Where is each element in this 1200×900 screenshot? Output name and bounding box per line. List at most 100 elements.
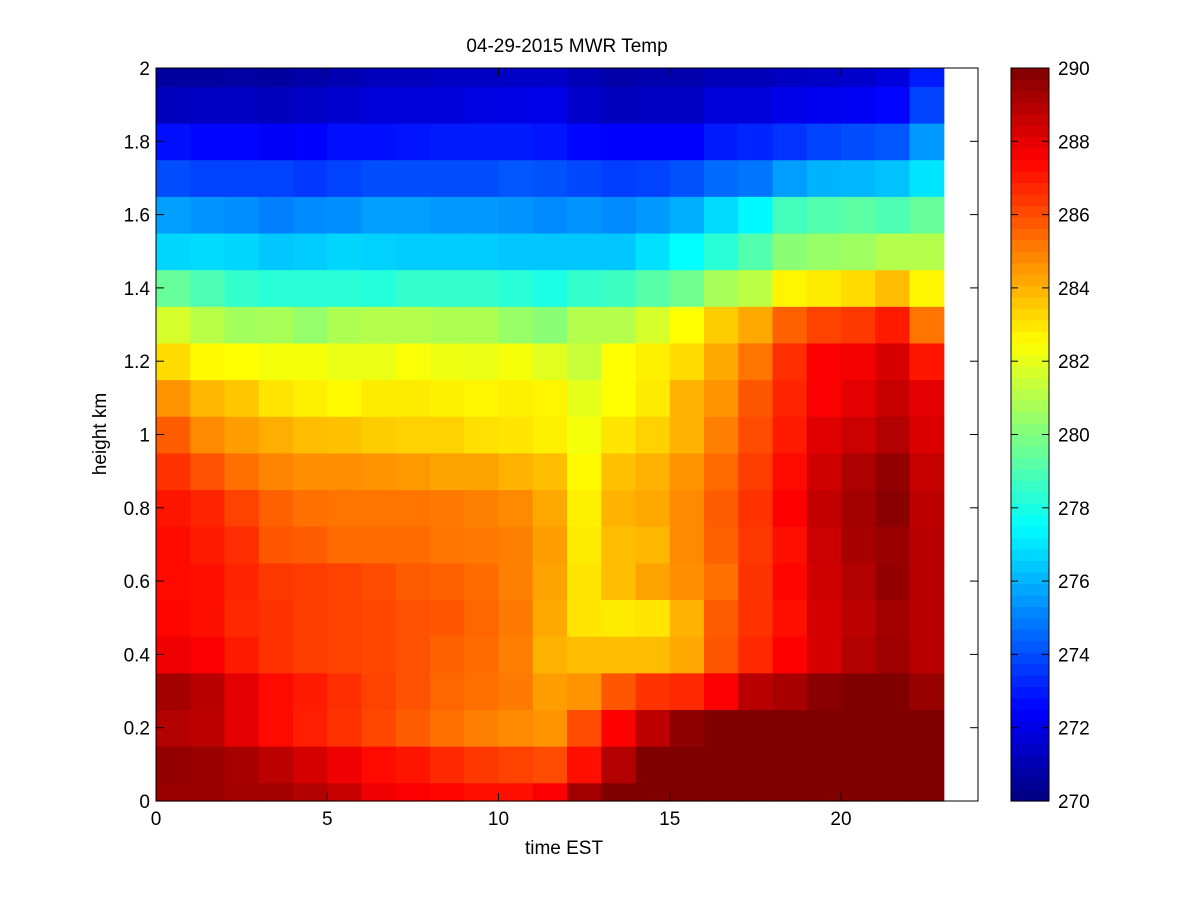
heatmap-cell: [224, 636, 260, 674]
heatmap-cell: [395, 159, 431, 197]
colorbar-segment: [1011, 68, 1049, 81]
heatmap-cell: [258, 709, 294, 747]
heatmap-cell: [567, 68, 602, 87]
colorbar-segment: [1011, 262, 1049, 275]
heatmap-cell: [395, 782, 431, 802]
heatmap-cell: [190, 232, 226, 271]
heatmap-cell: [258, 342, 294, 381]
colorbar-segment: [1011, 652, 1049, 665]
heatmap-cell: [772, 672, 808, 710]
heatmap-cell: [875, 672, 911, 710]
heatmap-cell: [361, 269, 397, 307]
heatmap-cell: [361, 562, 397, 601]
colorbar-segment: [1011, 228, 1049, 241]
heatmap-cell: [293, 196, 328, 234]
heatmap-cell: [567, 452, 602, 491]
heatmap-cell: [464, 159, 500, 197]
heatmap-cell: [190, 782, 226, 802]
heatmap-cell: [498, 599, 534, 637]
heatmap-cell: [361, 489, 397, 527]
heatmap-cell: [498, 232, 534, 271]
colorbar-segment: [1011, 434, 1049, 447]
colorbar-segment: [1011, 480, 1049, 493]
heatmap-cell: [669, 526, 705, 564]
heatmap-cell: [841, 196, 876, 234]
heatmap-cell: [601, 636, 637, 674]
colorbar-segment: [1011, 285, 1049, 298]
heatmap-cell: [567, 159, 602, 197]
colorbar-segment: [1011, 205, 1049, 218]
heatmap-cell: [293, 672, 328, 710]
heatmap-cell: [841, 562, 876, 601]
heatmap-cell: [806, 86, 842, 124]
heatmap-cell: [532, 416, 568, 454]
colorbar: 270 272 274 276 278 280 282 284 286 288 290: [1010, 59, 1090, 813]
heatmap-cell: [806, 196, 842, 234]
heatmap-cell: [430, 342, 465, 381]
heatmap-cell: [190, 68, 226, 87]
heatmap-cell: [464, 122, 500, 161]
colorbar-segment: [1011, 171, 1049, 184]
heatmap-cell: [738, 746, 774, 784]
heatmap-cell: [567, 379, 602, 417]
heatmap-cell: [841, 709, 876, 747]
heatmap-cell: [464, 746, 500, 784]
heatmap-cell: [875, 746, 911, 784]
heatmap-cell: [841, 782, 876, 802]
heatmap-cell: [498, 86, 534, 124]
heatmap-cell: [704, 342, 739, 381]
heatmap-cell: [327, 159, 363, 197]
heatmap-cell: [361, 342, 397, 381]
heatmap-cell: [841, 269, 876, 307]
heatmap-cell: [258, 379, 294, 417]
heatmap-cell: [772, 416, 808, 454]
colorbar-segment: [1011, 251, 1049, 264]
heatmap-cell: [190, 709, 226, 747]
colorbar-segment: [1011, 709, 1049, 722]
heatmap-cell: [738, 672, 774, 710]
heatmap-cell: [601, 306, 637, 344]
heatmap-cell: [806, 342, 842, 381]
heatmap-cell: [224, 232, 260, 271]
heatmap-cell: [567, 672, 602, 710]
heatmap-cell: [327, 122, 363, 161]
heatmap-cell: [601, 746, 637, 784]
heatmap-cell: [532, 746, 568, 784]
heatmap-cell: [909, 86, 945, 124]
heatmap-cell: [875, 562, 911, 601]
colorbar-segment: [1011, 423, 1049, 436]
heatmap-cell: [669, 159, 705, 197]
heatmap-cell: [601, 196, 637, 234]
heatmap-cell: [635, 452, 671, 491]
heatmap-cell: [361, 526, 397, 564]
heatmap-cell: [258, 562, 294, 601]
heatmap-cell: [669, 709, 705, 747]
colorbar-tick-label: 282: [1058, 352, 1090, 373]
colorbar-segment: [1011, 388, 1049, 401]
colorbar-tick-label: 286: [1058, 206, 1090, 227]
heatmap-cell: [669, 232, 705, 271]
heatmap-cell: [601, 599, 637, 637]
colorbar-segment: [1011, 468, 1049, 481]
heatmap-cell: [567, 746, 602, 784]
heatmap-cell: [635, 196, 671, 234]
heatmap-cell: [293, 306, 328, 344]
heatmap-cell: [841, 746, 876, 784]
heatmap-cell: [224, 489, 260, 527]
heatmap-cell: [532, 452, 568, 491]
heatmap-cell: [293, 342, 328, 381]
heatmap-cell: [875, 122, 911, 161]
heatmap-cell: [430, 416, 465, 454]
colorbar-segment: [1011, 445, 1049, 458]
heatmap-cell: [361, 232, 397, 271]
heatmap-cell: [532, 562, 568, 601]
colorbar-segment: [1011, 79, 1049, 92]
heatmap-cell: [704, 416, 739, 454]
heatmap-cell: [635, 68, 671, 87]
heatmap-cell: [498, 562, 534, 601]
heatmap-cell: [327, 68, 363, 87]
heatmap-cell: [772, 379, 808, 417]
heatmap-cell: [464, 269, 500, 307]
heatmap-cell: [293, 68, 328, 87]
heatmap-cell: [498, 122, 534, 161]
